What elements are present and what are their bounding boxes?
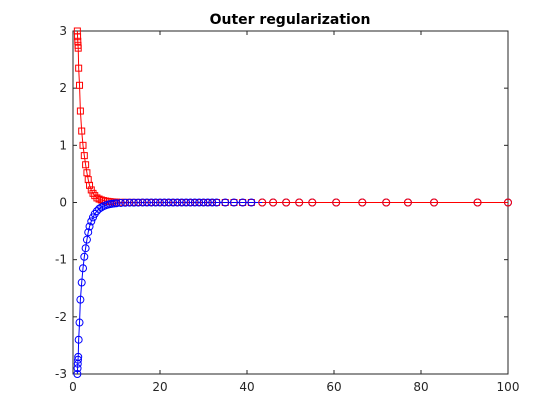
data-point-circle	[73, 370, 82, 378]
y-tick-label: -1	[55, 253, 67, 267]
data-point-circle	[74, 355, 83, 364]
data-point-square	[74, 44, 82, 52]
data-point-square	[86, 181, 94, 189]
data-point-circle	[221, 198, 230, 207]
data-point-circle	[308, 198, 317, 207]
data-point-square	[79, 141, 87, 149]
y-tick-label: 3	[59, 24, 67, 38]
x-tick-label: 100	[497, 380, 520, 394]
data-point-circle	[112, 199, 121, 208]
data-point-square	[95, 195, 103, 203]
data-point-circle	[295, 198, 304, 207]
data-point-circle	[269, 198, 278, 207]
data-point-square	[93, 194, 101, 202]
y-tick-label: 1	[59, 138, 67, 152]
data-point-circle	[85, 222, 94, 231]
data-point-circle	[430, 198, 439, 207]
data-point-circle	[186, 198, 195, 207]
data-point-circle	[199, 198, 208, 207]
data-point-circle	[403, 198, 412, 207]
data-point-circle	[138, 198, 147, 207]
data-point-circle	[134, 198, 143, 207]
data-point-circle	[84, 228, 93, 237]
data-point-square	[78, 127, 86, 135]
data-point-circle	[156, 198, 164, 207]
data-point-circle	[182, 198, 191, 207]
data-point-square	[80, 152, 88, 160]
data-point-square	[74, 33, 82, 41]
data-point-circle	[358, 198, 367, 207]
data-point-square	[74, 37, 82, 45]
data-point-circle	[74, 335, 83, 344]
data-point-circle	[173, 198, 182, 207]
data-point-circle	[332, 198, 341, 207]
y-tick-label: -2	[55, 310, 67, 324]
plot-area: 0 20 40 60 80 100 -3 -2 -1 0 1 2 3	[55, 24, 519, 394]
data-point-circle	[95, 204, 104, 213]
data-point-circle	[74, 352, 83, 361]
data-point-circle	[190, 198, 199, 207]
data-point-circle	[473, 198, 482, 207]
data-point-circle	[208, 198, 217, 207]
data-point-circle	[382, 198, 391, 207]
data-point-circle	[177, 198, 186, 207]
y-tick-label: 0	[59, 196, 67, 210]
data-point-circle	[147, 198, 156, 207]
data-point-square	[75, 64, 83, 72]
data-point-circle	[116, 198, 125, 207]
data-point-square	[76, 81, 84, 89]
data-point-circle	[164, 198, 173, 207]
y-tick-label: -3	[55, 367, 67, 381]
data-point-circle	[79, 264, 88, 273]
data-point-square	[76, 107, 84, 115]
data-point-circle	[125, 198, 134, 207]
data-point-circle	[129, 198, 138, 207]
data-point-circle	[160, 198, 169, 207]
data-point-circle	[504, 198, 512, 207]
x-tick-label: 40	[239, 380, 254, 394]
data-point-circle	[121, 198, 130, 207]
data-point-circle	[238, 198, 247, 207]
data-point-circle	[258, 198, 267, 207]
data-point-circle	[195, 198, 204, 207]
data-point-square	[89, 189, 97, 197]
data-point-circle	[203, 198, 212, 207]
data-point-circle	[142, 198, 151, 207]
data-point-circle	[80, 252, 89, 261]
data-point-circle	[81, 244, 90, 253]
data-point-square	[82, 161, 90, 169]
data-point-circle	[87, 217, 96, 226]
data-point-circle	[282, 198, 291, 207]
data-point-circle	[169, 198, 178, 207]
data-point-circle	[75, 318, 84, 327]
data-point-circle	[247, 198, 256, 207]
x-tick-label: 60	[326, 380, 341, 394]
x-tick-label: 20	[152, 380, 167, 394]
x-tick-label: 0	[69, 380, 77, 394]
chart-title: Outer regularization	[210, 12, 371, 28]
data-point-circle	[76, 295, 85, 304]
data-point-circle	[212, 198, 221, 207]
y-tick-label: 2	[59, 81, 67, 95]
data-point-circle	[151, 198, 160, 207]
data-point-circle	[229, 198, 238, 207]
data-point-circle	[77, 278, 86, 287]
data-point-circle	[73, 364, 82, 373]
data-point-circle	[82, 235, 91, 244]
data-point-square	[83, 169, 91, 177]
x-tick-label: 80	[413, 380, 428, 394]
